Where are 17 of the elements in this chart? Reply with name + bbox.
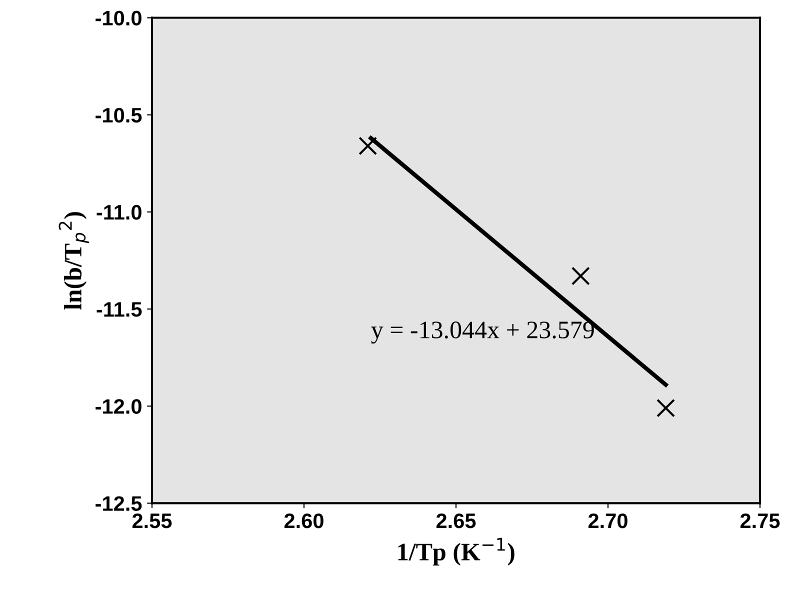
y-tick-label: -12.0 <box>96 399 142 414</box>
x-tick-label: 2.55 <box>132 513 172 528</box>
y-tick-label: -11.5 <box>96 302 142 317</box>
point <box>571 266 590 286</box>
x-tick-label: 2.75 <box>740 513 780 528</box>
y-tick-label: -10.5 <box>96 108 142 123</box>
point <box>358 136 378 156</box>
y-tick-label: -10.0 <box>96 10 142 26</box>
y-tick-label: -12.5 <box>96 496 142 511</box>
x-tick-label: 2.65 <box>436 513 476 528</box>
x-axis-title: 1/Tp (K$^{−1}$) <box>398 538 514 566</box>
y-axis-title: ln(b/T$_{p}$$^{2}$) <box>58 212 90 310</box>
x-tick-label: 2.60 <box>284 513 324 528</box>
y-tick-label: -11.0 <box>96 204 142 220</box>
annotation: y = -13.044x + 23.579 <box>371 322 594 344</box>
point <box>656 398 676 418</box>
x-tick-label: 2.70 <box>588 513 628 528</box>
